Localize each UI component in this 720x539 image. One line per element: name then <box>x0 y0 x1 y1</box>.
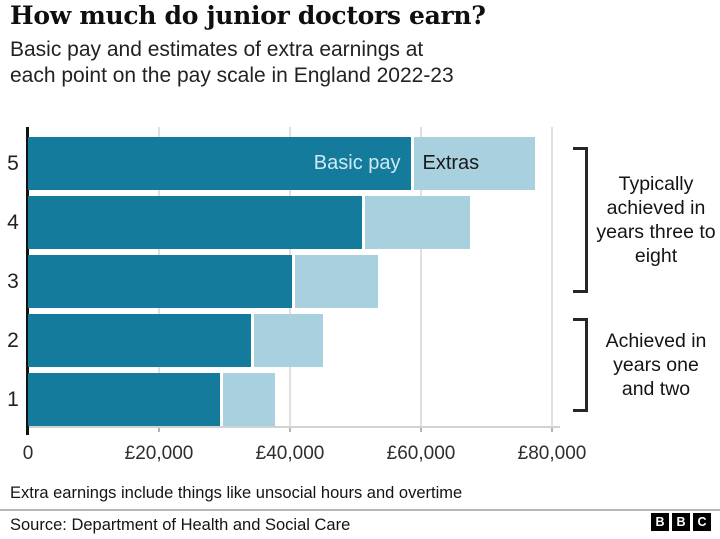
basic-pay-segment <box>28 196 363 249</box>
stacked-bar <box>28 314 323 367</box>
x-axis-tick <box>551 427 553 432</box>
bar-chart: 5 Basic pay Extras 4 3 2 1 0 £20,000 £40,000 £60,… <box>0 125 720 470</box>
x-axis-tick-label: £20,000 <box>124 443 194 464</box>
category-label: 2 <box>7 329 19 352</box>
chart-subtitle-line1: Basic pay and estimates of extra earning… <box>10 38 424 61</box>
x-axis-tick <box>289 427 291 432</box>
category-label: 3 <box>7 270 19 293</box>
basic-pay-segment <box>28 255 292 308</box>
bbc-logo: B B C <box>651 513 711 531</box>
stacked-bar <box>28 373 275 426</box>
extras-segment: Extras <box>413 137 535 190</box>
bar-row-point-4: 4 <box>0 196 720 249</box>
gridline <box>551 127 553 427</box>
bbc-logo-block-b1: B <box>651 513 669 531</box>
stacked-bar <box>28 196 471 249</box>
basic-pay-segment <box>28 373 221 426</box>
annotation-upper-text: Typically achieved in years three to eig… <box>596 173 716 267</box>
bar-row-point-2: 2 <box>0 314 720 367</box>
legend-basic-pay: Basic pay <box>313 152 401 174</box>
legend-extras: Extras <box>422 152 480 174</box>
bracket-bars-3-to-5 <box>573 147 588 293</box>
chart-subtitle-line2: each point on the pay scale in England 2… <box>10 64 454 87</box>
extras-segment <box>223 373 275 426</box>
x-axis-tick <box>158 427 160 432</box>
x-axis-tick <box>420 427 422 432</box>
basic-pay-segment <box>28 314 251 367</box>
bar-row-point-3: 3 <box>0 255 720 308</box>
x-axis-tick-label: £60,000 <box>386 443 456 464</box>
y-axis-line <box>26 127 29 435</box>
bbc-logo-block-b2: B <box>672 513 690 531</box>
stacked-bar: Basic pay Extras <box>28 137 535 190</box>
annotation-lower-text: Achieved in years one and two <box>605 330 707 400</box>
x-axis-tick-label: £80,000 <box>517 443 587 464</box>
source-credit: Source: Department of Health and Social … <box>10 516 351 534</box>
extras-segment <box>365 196 471 249</box>
category-label: 4 <box>7 211 19 234</box>
extras-segment <box>294 255 379 308</box>
extras-segment <box>253 314 323 367</box>
stacked-bar <box>28 255 379 308</box>
basic-pay-segment: Basic pay <box>28 137 411 190</box>
chart-subtitle: Basic pay and estimates of extra earning… <box>10 37 710 89</box>
footer-divider <box>0 509 720 511</box>
category-label: 1 <box>7 388 19 411</box>
bar-row-point-5: 5 Basic pay Extras <box>0 137 720 190</box>
bbc-logo-block-c: C <box>693 513 711 531</box>
bar-row-point-1: 1 <box>0 373 720 426</box>
x-axis-tick-label: 0 <box>22 443 34 464</box>
annotation-lower: Achieved in years one and two <box>573 318 716 412</box>
chart-title: How much do junior doctors earn? <box>10 1 486 30</box>
chart-footnote: Extra earnings include things like unsoc… <box>10 484 463 502</box>
gridline <box>420 127 422 427</box>
bracket-bars-1-to-2 <box>573 318 588 412</box>
annotation-upper: Typically achieved in years three to eig… <box>573 147 716 293</box>
x-axis-tick-label: £40,000 <box>255 443 325 464</box>
x-axis-line <box>26 426 560 428</box>
category-label: 5 <box>7 152 19 175</box>
